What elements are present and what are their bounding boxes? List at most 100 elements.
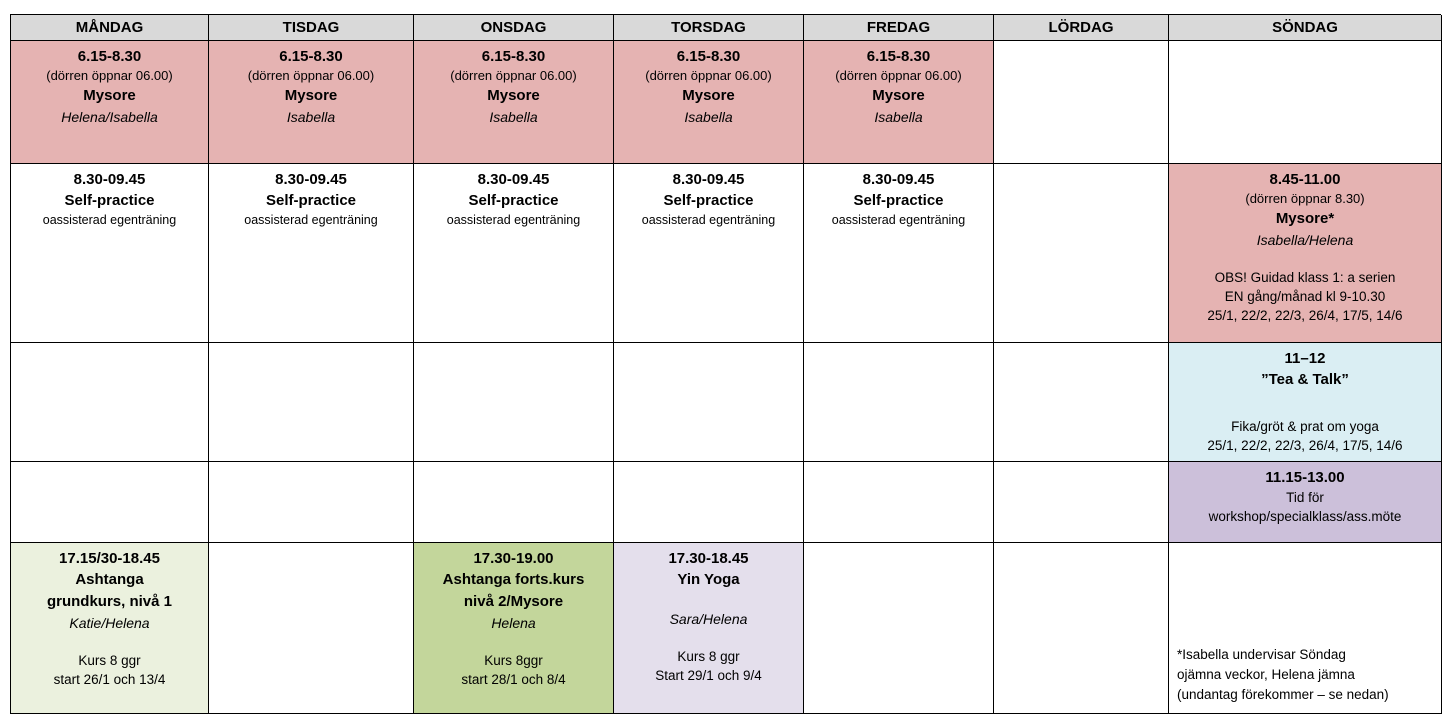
empty-cell-sunday-row1	[1169, 41, 1442, 164]
cell-tuesday-self-practice: 8.30-09.45 Self-practice oassisterad ege…	[209, 164, 414, 343]
obs-note-line2: EN gång/månad kl 9-10.30	[1224, 289, 1386, 304]
class-dates: 25/1, 22/2, 22/3, 26/4, 17/5, 14/6	[1207, 438, 1403, 453]
course-info: Kurs 8 ggr	[677, 649, 740, 664]
empty-cell-tuesday-row4	[209, 462, 414, 543]
class-title-line2: nivå 2/Mysore	[463, 593, 564, 610]
course-info: Kurs 8 ggr	[78, 653, 141, 668]
class-title-line1: Ashtanga forts.kurs	[442, 571, 585, 588]
class-title: Mysore	[284, 87, 338, 104]
class-time: 17.30-19.00	[473, 550, 554, 567]
workshop-line2: workshop/specialklass/ass.möte	[1208, 509, 1402, 524]
empty-cell-friday-row4	[804, 462, 994, 543]
class-dates: 25/1, 22/2, 22/3, 26/4, 17/5, 14/6	[1207, 308, 1403, 323]
class-time: 8.30-09.45	[73, 171, 146, 188]
cell-sunday-tea-and-talk: 11–12 ”Tea & Talk” Fika/gröt & prat om y…	[1169, 343, 1442, 462]
cell-sunday-footnote: *Isabella undervisar Söndag ojämna vecko…	[1169, 543, 1442, 714]
cell-sunday-workshop-slot: 11.15-13.00 Tid för workshop/specialklas…	[1169, 462, 1442, 543]
empty-cell-saturday-row2	[994, 164, 1169, 343]
class-time: 6.15-8.30	[279, 48, 343, 65]
class-teacher: Isabella	[286, 109, 336, 125]
class-title: Mysore	[487, 87, 540, 104]
cell-wednesday-morning-mysore: 6.15-8.30 (dörren öppnar 06.00) Mysore I…	[414, 41, 614, 164]
empty-cell-thursday-row4	[614, 462, 804, 543]
weekly-schedule-table: MÅNDAG TISDAG ONSDAG TORSDAG FREDAG LÖRD…	[10, 14, 1442, 714]
cell-thursday-self-practice: 8.30-09.45 Self-practice oassisterad ege…	[614, 164, 804, 343]
class-teacher: Isabella	[684, 109, 733, 125]
day-header-saturday: LÖRDAG	[994, 15, 1169, 41]
class-teacher: Sara/Helena	[669, 611, 748, 627]
class-title: Mysore	[83, 87, 136, 104]
day-header-friday: FREDAG	[804, 15, 994, 41]
class-time: 11.15-13.00	[1265, 469, 1345, 486]
spacer	[614, 629, 803, 647]
footnote-line2: ojämna veckor, Helena jämna	[1177, 667, 1355, 682]
class-title-line1: Ashtanga	[75, 571, 144, 588]
day-header-monday: MÅNDAG	[11, 15, 209, 41]
day-header-thursday: TORSDAG	[614, 15, 804, 41]
door-note: (dörren öppnar 06.00)	[46, 68, 173, 83]
empty-cell-tuesday-row3	[209, 343, 414, 462]
class-time: 8.30-09.45	[862, 171, 935, 188]
cell-friday-morning-mysore: 6.15-8.30 (dörren öppnar 06.00) Mysore I…	[804, 41, 994, 164]
class-title: Self-practice	[663, 192, 754, 209]
class-title: Yin Yoga	[677, 571, 740, 588]
spacer	[1169, 391, 1441, 417]
class-time: 11–12	[1284, 350, 1326, 367]
cell-tuesday-morning-mysore: 6.15-8.30 (dörren öppnar 06.00) Mysore I…	[209, 41, 414, 164]
day-header-sunday: SÖNDAG	[1169, 15, 1442, 41]
class-title: Self-practice	[64, 192, 155, 209]
door-note: (dörren öppnar 06.00)	[450, 68, 577, 83]
class-title: Mysore	[872, 87, 925, 104]
class-title-line2: grundkurs, nivå 1	[46, 593, 173, 610]
empty-cell-saturday-row1	[994, 41, 1169, 164]
class-time: 8.30-09.45	[477, 171, 550, 188]
class-teacher: Helena/Isabella	[61, 109, 158, 125]
class-title: Mysore	[682, 87, 735, 104]
cell-friday-self-practice: 8.30-09.45 Self-practice oassisterad ege…	[804, 164, 994, 343]
spacer	[614, 591, 803, 609]
door-note: (dörren öppnar 06.00)	[835, 68, 962, 83]
empty-cell-friday-row3	[804, 343, 994, 462]
class-subtitle: oassisterad egenträning	[244, 213, 378, 227]
empty-cell-tuesday-row5	[209, 543, 414, 714]
class-note: Fika/gröt & prat om yoga	[1231, 419, 1379, 434]
footnote-line1: *Isabella undervisar Söndag	[1177, 647, 1346, 662]
empty-cell-saturday-row5	[994, 543, 1169, 714]
class-time: 8.30-09.45	[275, 171, 347, 188]
cell-thursday-morning-mysore: 6.15-8.30 (dörren öppnar 06.00) Mysore I…	[614, 41, 804, 164]
empty-cell-wednesday-row4	[414, 462, 614, 543]
class-subtitle: oassisterad egenträning	[446, 213, 581, 227]
course-start: start 28/1 och 8/4	[461, 672, 566, 687]
class-time: 6.15-8.30	[481, 48, 546, 65]
spacer	[1169, 250, 1441, 268]
course-start: Start 29/1 och 9/4	[655, 668, 762, 683]
empty-cell-wednesday-row3	[414, 343, 614, 462]
class-subtitle: oassisterad egenträning	[641, 213, 776, 227]
class-teacher: Isabella/Helena	[1256, 232, 1354, 248]
class-time: 6.15-8.30	[77, 48, 142, 65]
door-note: (dörren öppnar 06.00)	[645, 68, 772, 83]
cell-monday-self-practice: 8.30-09.45 Self-practice oassisterad ege…	[11, 164, 209, 343]
class-title: Mysore*	[1275, 210, 1335, 227]
spacer	[414, 633, 613, 651]
empty-cell-thursday-row3	[614, 343, 804, 462]
obs-note-line1: OBS! Guidad klass 1: a serien	[1214, 270, 1396, 285]
cell-wednesday-self-practice: 8.30-09.45 Self-practice oassisterad ege…	[414, 164, 614, 343]
cell-sunday-mysore: 8.45-11.00 (dörren öppnar 8.30) Mysore* …	[1169, 164, 1442, 343]
door-note: (dörren öppnar 06.00)	[247, 68, 375, 83]
cell-wednesday-ashtanga-fortskurs: 17.30-19.00 Ashtanga forts.kurs nivå 2/M…	[414, 543, 614, 714]
workshop-line1: Tid för	[1286, 490, 1324, 505]
empty-cell-saturday-row4	[994, 462, 1169, 543]
class-time: 17.30-18.45	[668, 550, 749, 567]
class-title: Self-practice	[853, 192, 944, 209]
day-header-wednesday: ONSDAG	[414, 15, 614, 41]
course-info: Kurs 8ggr	[484, 653, 543, 668]
cell-monday-ashtanga-grundkurs: 17.15/30-18.45 Ashtanga grundkurs, nivå …	[11, 543, 209, 714]
class-time: 8.30-09.45	[672, 171, 745, 188]
door-note: (dörren öppnar 8.30)	[1245, 191, 1365, 206]
day-header-tuesday: TISDAG	[209, 15, 414, 41]
class-teacher: Isabella	[489, 109, 538, 125]
class-time: 17.15/30-18.45	[59, 550, 160, 567]
empty-cell-friday-row5	[804, 543, 994, 714]
empty-cell-monday-row3	[11, 343, 209, 462]
